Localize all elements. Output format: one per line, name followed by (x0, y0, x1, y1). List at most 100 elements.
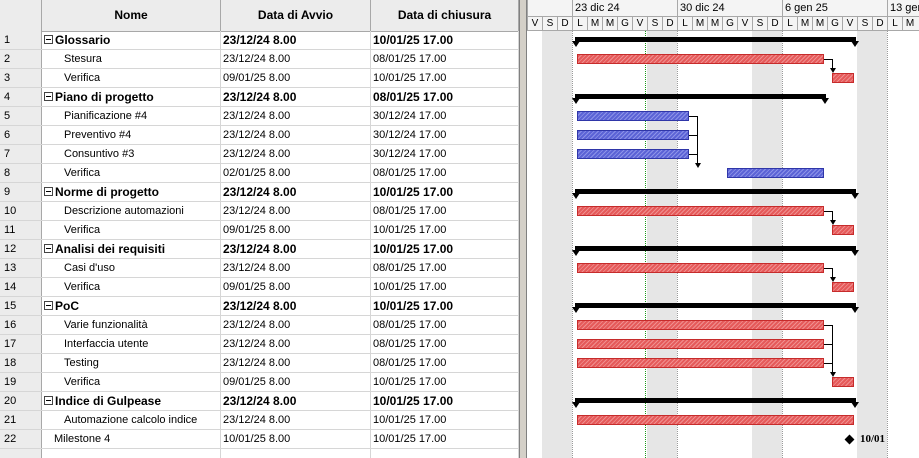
table-row[interactable]: 20 Indice di Gulpease 23/12/24 8.00 10/01/2… (0, 392, 519, 411)
row-id[interactable]: 4 (0, 88, 42, 106)
view-splitter[interactable] (519, 0, 527, 458)
table-row[interactable]: 12 Analisi dei requisiti 23/12/24 8.00 10/0… (0, 240, 519, 259)
collapse-toggle-icon[interactable] (44, 396, 53, 405)
task-name-cell[interactable]: Interfaccia utente (42, 335, 221, 353)
column-header-name[interactable]: Nome (42, 0, 221, 31)
row-id[interactable]: 8 (0, 164, 42, 182)
table-row[interactable]: 15 PoC 23/12/24 8.00 10/01/25 17.00 (0, 297, 519, 316)
task-name-cell[interactable]: Indice di Gulpease (42, 392, 221, 410)
task-end-cell[interactable]: 30/12/24 17.00 (371, 107, 519, 125)
task-name-cell[interactable]: Verifica (42, 373, 221, 391)
task-end-cell[interactable]: 30/12/24 17.00 (371, 126, 519, 144)
task-name-cell[interactable]: Testing (42, 354, 221, 372)
task-start-cell[interactable]: 09/01/25 8.00 (221, 69, 371, 87)
column-header-start[interactable]: Data di Avvio (221, 0, 371, 31)
task-start-cell[interactable]: 23/12/24 8.00 (221, 297, 371, 315)
collapse-toggle-icon[interactable] (44, 92, 53, 101)
task-end-cell[interactable]: 10/01/25 17.00 (371, 69, 519, 87)
row-id[interactable]: 2 (0, 50, 42, 68)
row-id[interactable]: 14 (0, 278, 42, 296)
table-row[interactable]: 6 Preventivo #4 23/12/24 8.00 30/12/24 17.0… (0, 126, 519, 145)
task-name-cell[interactable] (42, 449, 221, 458)
table-row[interactable]: 4 Piano di progetto 23/12/24 8.00 08/01/25 … (0, 88, 519, 107)
task-start-cell[interactable]: 23/12/24 8.00 (221, 259, 371, 277)
table-row[interactable]: 21 Automazione calcolo indice 23/12/24 8.0… (0, 411, 519, 430)
task-name-cell[interactable]: Consuntivo #3 (42, 145, 221, 163)
task-bar[interactable] (577, 263, 824, 273)
table-row[interactable]: 9 Norme di progetto 23/12/24 8.00 10/01/25 … (0, 183, 519, 202)
task-end-cell[interactable]: 08/01/25 17.00 (371, 88, 519, 106)
row-id[interactable]: 18 (0, 354, 42, 372)
collapse-toggle-icon[interactable] (44, 244, 53, 253)
task-start-cell[interactable]: 09/01/25 8.00 (221, 278, 371, 296)
row-id[interactable]: 11 (0, 221, 42, 239)
task-end-cell[interactable]: 10/01/25 17.00 (371, 31, 519, 49)
row-id[interactable]: 7 (0, 145, 42, 163)
task-start-cell[interactable]: 23/12/24 8.00 (221, 335, 371, 353)
task-end-cell[interactable]: 08/01/25 17.00 (371, 259, 519, 277)
task-start-cell[interactable]: 23/12/24 8.00 (221, 411, 371, 429)
task-bar[interactable] (832, 225, 854, 235)
task-start-cell[interactable]: 23/12/24 8.00 (221, 240, 371, 258)
task-bar[interactable] (577, 149, 689, 159)
table-row[interactable]: 19 Verifica 09/01/25 8.00 10/01/25 17.00 (0, 373, 519, 392)
task-start-cell[interactable]: 23/12/24 8.00 (221, 31, 371, 49)
task-end-cell[interactable]: 08/01/25 17.00 (371, 202, 519, 220)
summary-bar[interactable] (575, 189, 856, 194)
task-start-cell[interactable]: 23/12/24 8.00 (221, 354, 371, 372)
row-id[interactable]: 13 (0, 259, 42, 277)
task-start-cell[interactable]: 23/12/24 8.00 (221, 145, 371, 163)
task-bar[interactable] (832, 73, 854, 83)
summary-bar[interactable] (575, 246, 856, 251)
table-row[interactable]: 22 Milestone 4 10/01/25 8.00 10/01/25 17.00 (0, 430, 519, 449)
task-name-cell[interactable]: Verifica (42, 69, 221, 87)
task-start-cell[interactable]: 09/01/25 8.00 (221, 221, 371, 239)
table-row[interactable]: 16 Varie funzionalità 23/12/24 8.00 08/01/2… (0, 316, 519, 335)
task-name-cell[interactable]: Varie funzionalità (42, 316, 221, 334)
row-id[interactable]: 1 (0, 31, 42, 49)
summary-bar[interactable] (575, 37, 856, 42)
summary-bar[interactable] (575, 94, 826, 99)
task-name-cell[interactable]: Stesura (42, 50, 221, 68)
milestone-diamond[interactable] (845, 435, 855, 445)
task-name-cell[interactable]: Analisi dei requisiti (42, 240, 221, 258)
task-bar[interactable] (577, 320, 824, 330)
task-start-cell[interactable]: 02/01/25 8.00 (221, 164, 371, 182)
task-bar[interactable] (577, 415, 854, 425)
task-bar[interactable] (577, 130, 689, 140)
row-id[interactable]: 6 (0, 126, 42, 144)
task-end-cell[interactable]: 10/01/25 17.00 (371, 430, 519, 448)
task-end-cell[interactable]: 10/01/25 17.00 (371, 373, 519, 391)
row-id[interactable]: 20 (0, 392, 42, 410)
row-id[interactable]: 22 (0, 430, 42, 448)
task-end-cell[interactable]: 08/01/25 17.00 (371, 354, 519, 372)
row-id[interactable]: 10 (0, 202, 42, 220)
task-end-cell[interactable]: 10/01/25 17.00 (371, 392, 519, 410)
task-name-cell[interactable]: Verifica (42, 278, 221, 296)
table-row[interactable]: 17 Interfaccia utente 23/12/24 8.00 08/01/2… (0, 335, 519, 354)
table-row[interactable]: 3 Verifica 09/01/25 8.00 10/01/25 17.00 (0, 69, 519, 88)
task-bar[interactable] (577, 206, 824, 216)
row-id[interactable]: 3 (0, 69, 42, 87)
task-end-cell[interactable]: 10/01/25 17.00 (371, 297, 519, 315)
column-header-end[interactable]: Data di chiusura (371, 0, 519, 31)
task-start-cell[interactable] (221, 449, 371, 458)
task-start-cell[interactable]: 09/01/25 8.00 (221, 373, 371, 391)
row-id[interactable]: 15 (0, 297, 42, 315)
column-header-id[interactable] (0, 0, 42, 31)
task-name-cell[interactable]: Milestone 4 (42, 430, 221, 448)
row-id[interactable]: 12 (0, 240, 42, 258)
task-bar[interactable] (577, 358, 824, 368)
task-name-cell[interactable]: Piano di progetto (42, 88, 221, 106)
task-name-cell[interactable]: Preventivo #4 (42, 126, 221, 144)
row-id[interactable]: 9 (0, 183, 42, 201)
table-row[interactable]: 11 Verifica 09/01/25 8.00 10/01/25 17.00 (0, 221, 519, 240)
row-id[interactable]: 17 (0, 335, 42, 353)
task-end-cell[interactable]: 10/01/25 17.00 (371, 240, 519, 258)
task-end-cell[interactable]: 10/01/25 17.00 (371, 411, 519, 429)
task-start-cell[interactable]: 23/12/24 8.00 (221, 202, 371, 220)
task-end-cell[interactable]: 08/01/25 17.00 (371, 50, 519, 68)
row-id[interactable]: 5 (0, 107, 42, 125)
task-name-cell[interactable]: Norme di progetto (42, 183, 221, 201)
table-row[interactable]: 13 Casi d'uso 23/12/24 8.00 08/01/25 17.00 (0, 259, 519, 278)
